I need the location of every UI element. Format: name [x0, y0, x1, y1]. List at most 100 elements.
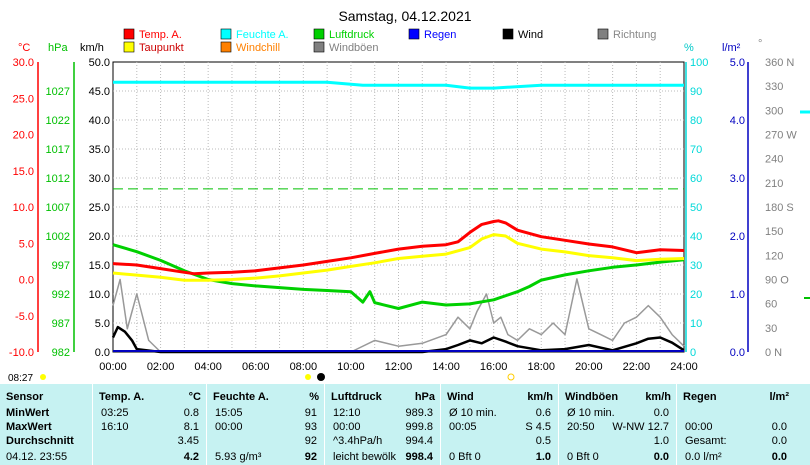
chart-title: Samstag, 04.12.2021 [338, 8, 471, 24]
time-bar: 08:27 [8, 373, 515, 384]
direction-tick-5: 210 [765, 178, 783, 190]
rain-row-2-value: 0.0 [771, 435, 787, 447]
temp-tick-4: 10.0 [13, 202, 34, 214]
wind-tick-6: 20.0 [89, 231, 110, 243]
gusts-header: Windböen [565, 391, 619, 403]
direction-tick-12: 0 N [765, 347, 782, 359]
humidity-tick-0: 100 [690, 57, 708, 69]
pressure-tick-2: 1017 [46, 144, 70, 156]
temp-tick-7: -5.0 [15, 311, 34, 323]
legend-swatch-2 [313, 28, 325, 40]
pressure-tick-8: 987 [52, 318, 70, 330]
temp-tick-5: 5.0 [19, 238, 34, 250]
legend-swatch-6 [123, 41, 135, 53]
axes: 30.0 25.0 20.0 15.0 10.0 5.0 0.0 -5.0 -10.0 1027 1… [9, 57, 797, 359]
temp-tick-2: 20.0 [13, 130, 34, 142]
legend: Temp. A. Feuchte A. Luftdruck Regen Wind Rich… [123, 28, 656, 54]
x-tick-3: 06:00 [242, 361, 270, 373]
gusts-row-2-value: 1.0 [653, 435, 669, 447]
wind-row-2-value: 0.5 [535, 435, 551, 447]
temp-row-0-value: 0.8 [183, 407, 199, 419]
wind-tick-0: 50.0 [89, 57, 110, 69]
temp-row-3-value: 4.2 [183, 451, 199, 463]
pressure-tick-0: 1027 [46, 86, 70, 98]
humidity-unit: % [684, 42, 694, 54]
wind-tick-4: 30.0 [89, 173, 110, 185]
direction-tick-1: 330 [765, 81, 783, 93]
series-luftdruck [112, 243, 685, 310]
sunset-marker-icon [507, 373, 515, 381]
rain-header: Regen [683, 391, 717, 403]
pressure-column: Luftdruck hPa 12:10 989.3 00:00 999.8 ^3.4hPa/… [324, 384, 441, 465]
legend-swatch-4 [502, 28, 514, 40]
wind-row-3-label: 0 Bft 0 [449, 451, 481, 463]
pressure-tick-1: 1022 [46, 115, 70, 127]
rain-tick-4: 1.0 [730, 289, 745, 301]
humidity-tick-6: 40 [690, 231, 702, 243]
humidity-tick-7: 30 [690, 260, 702, 272]
x-tick-6: 12:00 [385, 361, 413, 373]
direction-tick-11: 30 [765, 323, 777, 335]
pressure-tick-3: 1012 [46, 173, 70, 185]
gusts-column: Windböen km/h Ø 10 min. 0.0 20:50 W-NW 12.7 1.… [558, 384, 677, 465]
rain-row-3-label: 0.0 l/m² [685, 451, 722, 463]
temp-header: Temp. A. [99, 391, 145, 403]
pressure-row-2-value: 994.4 [405, 435, 433, 447]
pressure-row-1-label: 00:00 [333, 421, 361, 433]
sensor-column: Sensor MinWert MaxWert Durchschnitt 04.1… [0, 384, 92, 465]
rain-tick-3: 2.0 [730, 231, 745, 243]
x-tick-1: 02:00 [147, 361, 175, 373]
x-tick-10: 20:00 [575, 361, 603, 373]
rain-row-2-label: Gesamt: [685, 435, 727, 447]
legend-label-6: Taupunkt [139, 42, 184, 54]
legend-swatch-8 [313, 41, 325, 53]
series [111, 80, 685, 354]
temp-tick-8: -10.0 [9, 347, 34, 359]
humidity-row-3-label: 5.93 g/m³ [215, 451, 262, 463]
wind-column: Wind km/h Ø 10 min. 0.6 00:05 S 4.5 0.5 0 Bft 0… [440, 384, 559, 465]
legend-label-5: Richtung [613, 29, 656, 41]
x-tick-4: 08:00 [290, 361, 318, 373]
humidity-tick-3: 70 [690, 144, 702, 156]
wind-tick-7: 15.0 [89, 260, 110, 272]
temp-unit: °C [18, 42, 30, 54]
rain-row-3-value: 0.0 [771, 451, 787, 463]
grid [112, 61, 685, 353]
humidity-tick-4: 60 [690, 173, 702, 185]
row-label-min: MinWert [6, 407, 50, 419]
legend-swatch-5 [597, 28, 609, 40]
humidity-row-0-value: 91 [304, 407, 317, 419]
pressure-tick-7: 992 [52, 289, 70, 301]
summary-table: Sensor MinWert MaxWert Durchschnitt 04.1… [0, 384, 810, 465]
gusts-row-3-value: 0.0 [653, 451, 669, 463]
rain-tick-0: 5.0 [730, 57, 745, 69]
humidity-tick-1: 90 [690, 86, 702, 98]
wind-tick-9: 5.0 [95, 318, 110, 330]
wind-unit: km/h [527, 391, 553, 403]
legend-swatch-7 [220, 41, 232, 53]
gusts-row-1-value: W-NW 12.7 [612, 421, 669, 433]
wind-header: Wind [447, 391, 474, 403]
weather-chart: Samstag, 04.12.2021 Temp. A. Feuchte A. Lu… [8, 8, 810, 384]
pressure-header: Luftdruck [331, 391, 382, 403]
legend-label-1: Feuchte A. [236, 29, 289, 41]
row-label-current: 04.12. 23:55 [6, 451, 68, 463]
direction-tick-7: 150 [765, 226, 783, 238]
humidity-row-1-label: 00:00 [215, 421, 243, 433]
humidity-column: Feuchte A.% 15:05 91 00:00 93 92 5.93 g/m³ 92 [206, 384, 325, 465]
pressure-unit: hPa [414, 391, 435, 403]
rain-tick-1: 4.0 [730, 115, 745, 127]
humidity-row-0-label: 15:05 [215, 407, 243, 419]
wind-tick-5: 25.0 [89, 202, 110, 214]
temp-row-1-value: 8.1 [183, 421, 199, 433]
humidity-tick-9: 10 [690, 318, 702, 330]
legend-swatch-1 [220, 28, 232, 40]
pressure-row-0-value: 989.3 [405, 407, 433, 419]
legend-label-8: Windböen [329, 42, 379, 54]
temp-tick-3: 15.0 [13, 166, 34, 178]
x-tick-2: 04:00 [194, 361, 222, 373]
humidity-tick-10: 0 [690, 347, 696, 359]
pressure-tick-6: 997 [52, 260, 70, 272]
humidity-unit: % [309, 391, 319, 403]
wind-tick-10: 0.0 [95, 347, 110, 359]
